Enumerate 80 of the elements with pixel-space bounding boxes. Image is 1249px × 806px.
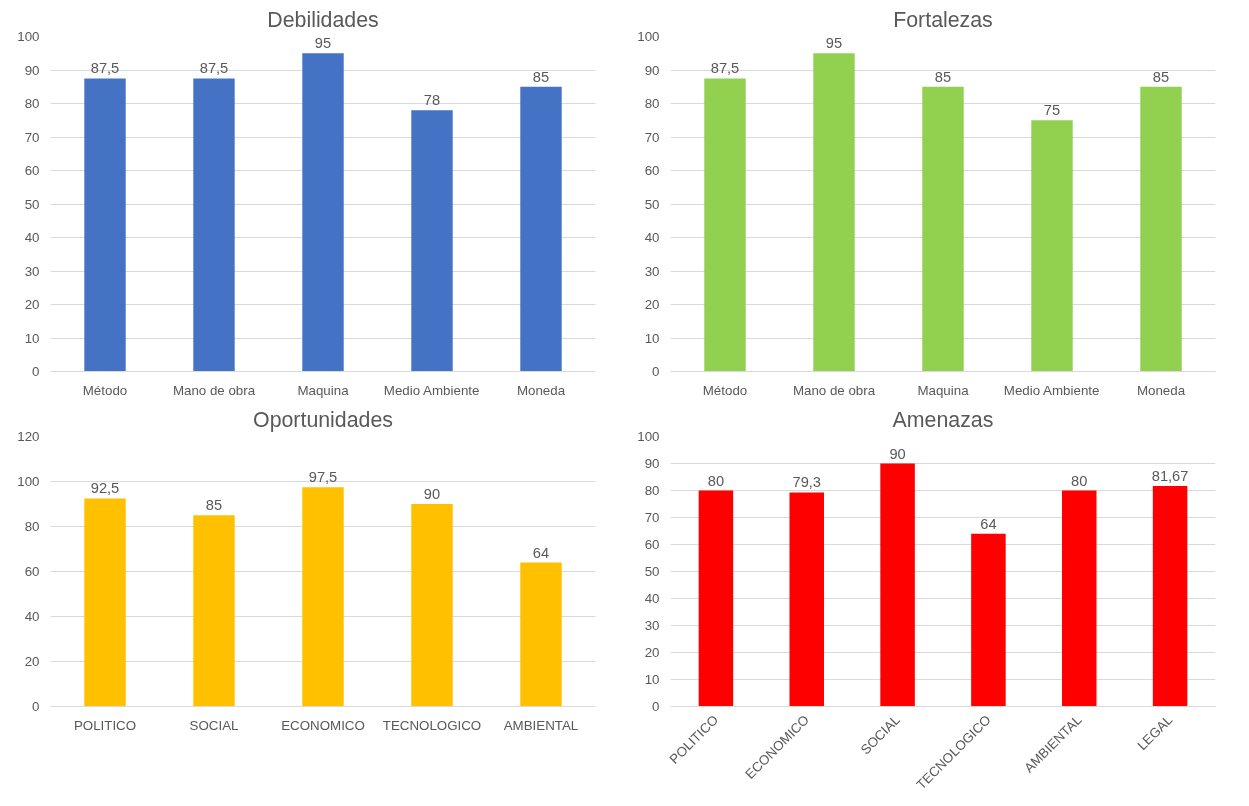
y-tick-label: 60	[24, 163, 40, 178]
x-tick-label: Moneda	[1136, 382, 1186, 398]
data-label: 90	[423, 486, 441, 502]
y-tick-label: 80	[24, 519, 40, 534]
y-tick-label: 60	[644, 163, 660, 178]
data-label: 64	[980, 515, 997, 532]
y-tick-label: 20	[24, 297, 40, 312]
y-tick-label: 60	[644, 537, 660, 552]
data-label: 95	[314, 35, 332, 52]
y-tick-label: 30	[644, 618, 660, 633]
chart-title: Debilidades	[267, 7, 379, 32]
x-tick-label: Método	[82, 382, 128, 398]
y-tick-label: 30	[24, 263, 40, 279]
y-tick-label: 60	[24, 564, 40, 579]
y-tick-label: 20	[644, 297, 660, 312]
chart-title: Oportunidades	[253, 407, 393, 432]
data-label: 95	[825, 35, 843, 52]
y-tick-label: 10	[644, 330, 660, 346]
data-label: 78	[423, 92, 441, 109]
y-tick-label: 70	[644, 129, 660, 145]
y-tick-label: 20	[644, 645, 660, 660]
y-tick-label: 90	[644, 456, 660, 471]
y-tick-label: 50	[644, 196, 660, 212]
x-tick-label: Mano de obra	[172, 382, 256, 398]
data-label: 87,5	[90, 60, 120, 77]
y-tick-label: 10	[644, 672, 660, 687]
y-tick-label: 40	[24, 230, 40, 245]
y-tick-label: 30	[644, 263, 660, 279]
x-tick-label: SOCIAL	[189, 717, 239, 733]
y-tick-label: 80	[24, 96, 40, 111]
y-tick-label: 80	[644, 96, 660, 111]
y-tick-label: 90	[24, 62, 40, 78]
data-label: 87,5	[710, 60, 740, 77]
data-label: 90	[889, 445, 906, 462]
y-tick-label: 70	[644, 510, 660, 525]
x-tick-label: AMBIENTAL	[503, 717, 579, 733]
y-tick-label: 80	[644, 483, 660, 498]
data-label: 85	[934, 68, 952, 85]
data-label: 92,5	[90, 480, 120, 497]
data-label: 81,67	[1151, 467, 1189, 484]
data-label: 97,5	[308, 469, 338, 486]
y-tick-label: 0	[652, 699, 660, 714]
data-label: 85	[205, 497, 223, 514]
x-tick-label: Método	[702, 382, 748, 398]
y-tick-label: 100	[17, 29, 40, 44]
y-tick-label: 20	[24, 654, 40, 669]
x-tick-label: POLITICO	[73, 717, 137, 733]
y-tick-label: 100	[17, 474, 40, 489]
data-label: 85	[532, 68, 550, 85]
y-tick-label: 70	[24, 129, 40, 145]
chart-title: Amenazas	[892, 407, 994, 432]
x-tick-label: Medio Ambiente	[1003, 382, 1100, 398]
chart-title: Fortalezas	[893, 7, 993, 32]
data-label: 80	[707, 472, 725, 489]
y-tick-label: 50	[24, 196, 40, 212]
x-tick-label: Mano de obra	[792, 382, 876, 398]
y-tick-label: 40	[644, 591, 660, 606]
data-label: 79,3	[792, 474, 822, 491]
x-tick-label: Maquina	[297, 382, 350, 398]
x-tick-label: Maquina	[917, 382, 970, 398]
y-tick-label: 0	[652, 364, 660, 379]
x-tick-label: TECNOLOGICO	[382, 717, 482, 733]
data-label: 80	[1071, 472, 1088, 489]
data-label: 75	[1043, 102, 1061, 119]
y-tick-label: 100	[637, 29, 660, 44]
x-tick-label: Medio Ambiente	[383, 382, 480, 398]
y-tick-label: 0	[32, 364, 40, 379]
y-tick-label: 40	[24, 609, 40, 624]
y-tick-label: 10	[24, 330, 40, 346]
y-tick-label: 40	[644, 230, 660, 245]
data-label: 85	[1152, 68, 1170, 85]
y-tick-label: 0	[32, 699, 40, 714]
y-tick-label: 50	[644, 564, 660, 579]
data-label: 64	[532, 544, 550, 561]
y-tick-label: 120	[17, 429, 40, 444]
data-label: 87,5	[199, 60, 229, 77]
x-tick-label: Moneda	[516, 382, 566, 398]
x-tick-label: ECONOMICO	[281, 717, 365, 733]
y-tick-label: 100	[637, 429, 660, 444]
y-tick-label: 90	[644, 62, 660, 78]
